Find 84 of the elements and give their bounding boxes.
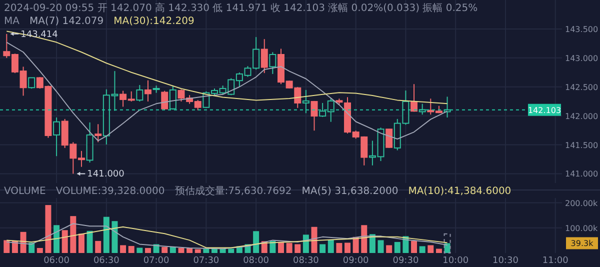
bar bbox=[103, 216, 110, 253]
text: 39.3k bbox=[570, 239, 594, 248]
y-tick-label: 142.500 bbox=[565, 82, 598, 92]
bar bbox=[302, 234, 309, 253]
bar bbox=[78, 234, 84, 253]
x-tick-label: 11:00 bbox=[542, 256, 569, 266]
x-tick-label: 06:00 bbox=[44, 256, 70, 266]
bar bbox=[36, 248, 43, 253]
x-tick-label: 09:30 bbox=[392, 256, 419, 266]
candlestick bbox=[302, 89, 310, 114]
candlestick bbox=[144, 80, 152, 102]
bar bbox=[162, 246, 168, 253]
annotation: MA bbox=[4, 16, 20, 27]
bar bbox=[278, 242, 284, 253]
bar bbox=[320, 244, 326, 253]
x-tick-label: 06:30 bbox=[93, 256, 120, 266]
x-tick-label: 09:00 bbox=[342, 256, 370, 266]
text: 预估成交量:75,630.7692 bbox=[174, 185, 292, 197]
annotation: MA(7) 142.079 bbox=[29, 16, 104, 27]
bar bbox=[62, 230, 68, 253]
bar bbox=[328, 240, 334, 253]
y-tick-label: 142.000 bbox=[565, 112, 598, 121]
bar bbox=[194, 249, 201, 253]
bar bbox=[95, 240, 102, 253]
bar bbox=[419, 246, 426, 253]
x-tick-label: 07:30 bbox=[193, 256, 220, 266]
line-series bbox=[6, 30, 448, 104]
bar bbox=[286, 242, 292, 253]
y-tick-label: 141.000 bbox=[565, 170, 598, 179]
bar bbox=[444, 233, 451, 254]
x-tick-label: 10:00 bbox=[442, 256, 469, 266]
bar bbox=[45, 205, 52, 253]
y-tick-label: 143.500 bbox=[565, 24, 598, 34]
bar bbox=[128, 246, 134, 253]
candlestick bbox=[53, 117, 60, 157]
bar bbox=[170, 246, 176, 253]
candlestick bbox=[94, 124, 102, 143]
bar bbox=[436, 248, 442, 253]
y-tick-label: 100.00k bbox=[565, 224, 598, 233]
text: VOLUME bbox=[4, 186, 46, 197]
bar bbox=[253, 231, 260, 253]
y-tick-label: 141.500 bbox=[565, 140, 598, 150]
bar bbox=[54, 225, 60, 253]
ref-line-label: 142.103 bbox=[528, 106, 562, 115]
bar bbox=[112, 221, 118, 253]
bar bbox=[144, 248, 151, 253]
x-tick-label: 07:00 bbox=[143, 256, 170, 266]
y-tick-label: 143.000 bbox=[565, 54, 598, 63]
bar bbox=[394, 242, 400, 253]
bar bbox=[270, 240, 276, 253]
bar bbox=[86, 230, 93, 253]
candlestick bbox=[310, 100, 318, 132]
bar bbox=[294, 244, 301, 253]
x-tick-label: 08:00 bbox=[243, 256, 270, 266]
bar bbox=[120, 245, 126, 253]
bar bbox=[361, 225, 368, 253]
x-tick-label: 08:30 bbox=[292, 256, 320, 266]
bar bbox=[4, 240, 10, 253]
candlestick bbox=[260, 38, 268, 74]
annotation: 143.414 bbox=[20, 30, 58, 40]
annotation: MA(30):142.209 bbox=[114, 16, 194, 27]
bar bbox=[228, 248, 234, 253]
bar bbox=[186, 248, 193, 253]
bar bbox=[28, 242, 35, 253]
candlestick bbox=[136, 84, 144, 102]
candlestick bbox=[28, 77, 36, 90]
bar bbox=[178, 248, 184, 253]
bar bbox=[344, 242, 350, 253]
y-tick-label: 200.00k bbox=[565, 198, 598, 208]
bar bbox=[428, 245, 434, 253]
annotation: 141.000 bbox=[87, 170, 125, 180]
text: VOLUME:39,328.0000 bbox=[56, 186, 165, 197]
bar bbox=[386, 245, 392, 253]
bar bbox=[336, 242, 342, 253]
x-tick-label: 10:30 bbox=[492, 256, 519, 266]
candlestick bbox=[269, 52, 276, 74]
bar bbox=[378, 240, 384, 253]
text: MA(5) 31,638.2000 bbox=[302, 186, 398, 197]
bar bbox=[411, 240, 418, 253]
bar bbox=[136, 248, 143, 253]
candlestick bbox=[386, 128, 393, 148]
text: MA(10):41,384.6000 bbox=[408, 186, 512, 197]
annotation: 2024-09-20 09:55 开 142.070 高 142.330 低 141.971 收 142.103 涨幅 0.02%(0.033) 振幅 0.25% bbox=[4, 2, 478, 14]
bar bbox=[70, 216, 76, 253]
